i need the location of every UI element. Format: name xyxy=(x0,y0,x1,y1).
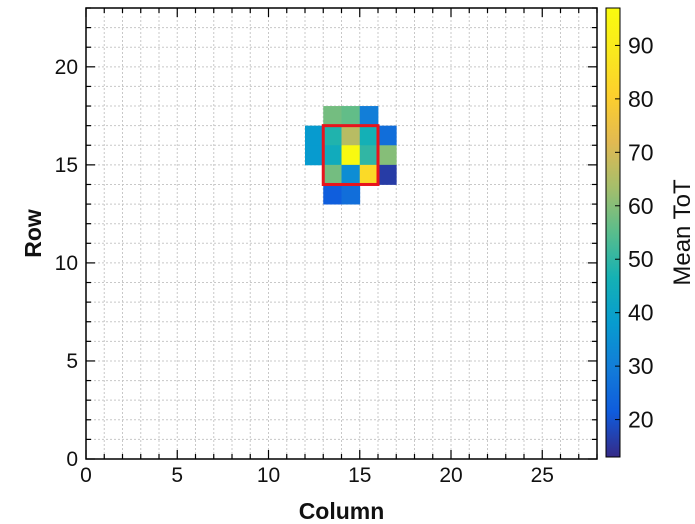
colorbar-tick-label: 70 xyxy=(628,139,654,165)
heatmap-cell xyxy=(305,145,324,166)
heatmap-cell xyxy=(323,184,342,205)
heatmap-cell xyxy=(341,125,361,146)
heatmap-cell xyxy=(323,145,342,166)
y-tick-label: 0 xyxy=(66,448,78,471)
colorbar-title: Mean ToT xyxy=(669,179,695,286)
colorbar-tick-label: 40 xyxy=(628,300,654,326)
heatmap-cell xyxy=(323,164,342,185)
heatmap-cell xyxy=(359,164,379,185)
x-tick-label: 15 xyxy=(348,464,371,487)
colorbar-tick-label: 50 xyxy=(628,246,654,272)
heatmap-cell xyxy=(378,145,397,166)
x-tick-label: 25 xyxy=(531,464,554,487)
heatmap-cell xyxy=(378,164,397,185)
x-tick-label: 10 xyxy=(257,464,280,487)
highlight-box xyxy=(321,124,380,186)
heatmap-cell xyxy=(323,106,342,127)
colorbar-ticks: 20 30 40 50 60 70 80 90 xyxy=(615,32,654,433)
y-axis-title: Row xyxy=(20,209,46,258)
y-tick-label: 15 xyxy=(55,154,78,177)
colorbar-tick-label: 60 xyxy=(628,193,654,219)
tick-labels: 0 5 10 15 20 25 0 5 10 15 20 xyxy=(55,56,554,487)
y-tick-label: 5 xyxy=(66,350,78,373)
heatmap-cell xyxy=(359,145,379,166)
heatmap-cell xyxy=(341,106,361,127)
heatmap-cell xyxy=(305,125,324,146)
heatmap-cell xyxy=(341,184,361,205)
y-tick-label: 10 xyxy=(55,252,78,275)
heatmap-cell xyxy=(378,125,397,146)
grid-lines xyxy=(86,8,597,459)
colorbar-tick-label: 80 xyxy=(628,86,654,112)
heatmap-cell xyxy=(323,125,342,146)
x-tick-label: 5 xyxy=(171,464,183,487)
heatmap-cell xyxy=(359,125,379,146)
heatmap-cells xyxy=(305,106,397,205)
colorbar-tick-label: 90 xyxy=(628,32,654,58)
y-tick-label: 20 xyxy=(55,56,78,79)
x-axis-title: Column xyxy=(299,498,385,524)
axis-ticks xyxy=(85,7,598,460)
colorbar-tick-label: 20 xyxy=(628,407,654,433)
heatmap-cell xyxy=(341,145,361,166)
colorbar-tick-label: 30 xyxy=(628,353,654,379)
heatmap-cell xyxy=(341,164,361,185)
x-tick-label: 0 xyxy=(80,464,92,487)
x-tick-label: 20 xyxy=(439,464,462,487)
heatmap-cell xyxy=(359,106,379,127)
colorbar xyxy=(605,7,621,458)
